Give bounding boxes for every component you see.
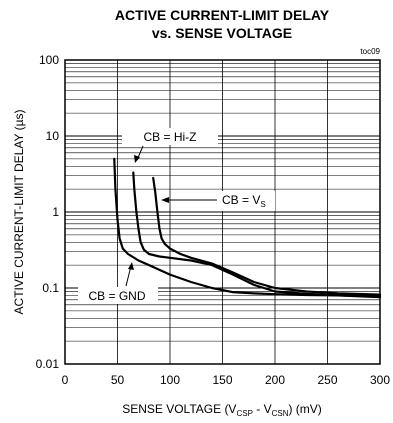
x-tick-label: 250	[317, 373, 337, 387]
y-tick-label: 100	[39, 53, 59, 67]
x-axis-label-sub1: CSP	[236, 409, 252, 418]
annotation-hiz-bg	[122, 128, 218, 145]
x-tick-label: 200	[265, 373, 285, 387]
annotation-gnd-bg	[78, 287, 158, 304]
grid	[65, 60, 380, 364]
x-axis-label: SENSE VOLTAGE (VCSP - VCSN) (mV)	[122, 402, 322, 418]
x-axis-label-main: SENSE VOLTAGE (V	[122, 402, 236, 416]
y-axis-label: ACTIVE CURRENT-LIMIT DELAY (µs)	[12, 110, 26, 315]
figure-id: toc09	[360, 47, 380, 56]
x-axis-label-sub2: CSN	[272, 409, 289, 418]
annotation-vs-arrowhead	[161, 197, 169, 203]
annotation-gnd-arrowhead	[128, 262, 134, 270]
annotation-vs-bg	[219, 191, 275, 211]
series-line-3	[152, 176, 382, 296]
annotation-vs-sub: S	[260, 200, 265, 209]
x-tick-label: 300	[370, 373, 390, 387]
x-axis-label-end: ) (mV)	[288, 402, 321, 416]
chart-subtitle: vs. SENSE VOLTAGE	[152, 25, 292, 41]
annotation-hiz-arrowhead	[134, 155, 140, 163]
x-tick-label: 0	[62, 373, 69, 387]
annotation-vs-main: CB = V	[222, 193, 260, 207]
y-tick-label: 0.1	[42, 281, 59, 295]
y-tick-label: 10	[46, 129, 60, 143]
annotation-vs: CB = VS	[222, 193, 266, 209]
series-group	[113, 157, 382, 299]
y-tick-labels: 0.01 0.1 1 10 100	[36, 53, 60, 371]
x-axis-label-mid: - V	[253, 402, 272, 416]
y-tick-label: 0.01	[36, 357, 60, 371]
x-tick-label: 150	[212, 373, 232, 387]
y-tick-label: 1	[52, 205, 59, 219]
x-tick-label: 50	[111, 373, 125, 387]
plot-frame	[64, 59, 381, 365]
chart-title: ACTIVE CURRENT-LIMIT DELAY	[115, 7, 330, 23]
x-tick-labels: 0 50 100 150 200 250 300	[62, 373, 391, 387]
x-tick-label: 100	[160, 373, 180, 387]
annotation-gnd: CB = GND	[88, 289, 145, 303]
series-line-1	[113, 157, 382, 298]
series-line-2	[132, 171, 382, 299]
annotation-hiz: CB = Hi-Z	[143, 130, 196, 144]
